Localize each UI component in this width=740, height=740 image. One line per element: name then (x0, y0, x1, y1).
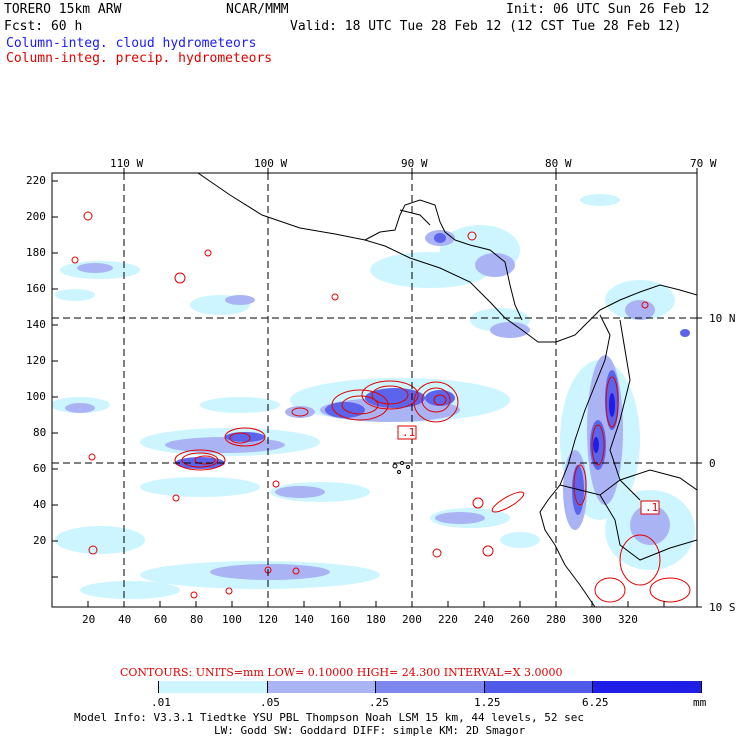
model-info-line-2: LW: Godd SW: Goddard DIFF: simple KM: 2D… (214, 724, 526, 737)
forecast-hour: Fcst: 60 h (4, 19, 83, 34)
colorbar-label-025: .25 (369, 696, 389, 709)
contour-info: CONTOURS: UNITS=mm LOW= 0.10000 HIGH= 24… (120, 666, 563, 679)
x-tick-100: 100 (222, 613, 242, 626)
x-tick-260: 260 (510, 613, 530, 626)
lon-label-80w: 80 W (545, 157, 572, 170)
colorbar-bin-4 (485, 681, 593, 693)
lat-label-10s: 10 S (709, 601, 736, 614)
lon-label-100w: 100 W (254, 157, 288, 170)
lat-label-0: 0 (709, 457, 716, 470)
y-tick-200: 200 (26, 210, 46, 223)
value-box-1 (397, 425, 417, 440)
lon-label-90w: 90 W (401, 157, 428, 170)
y-tick-140: 140 (26, 318, 46, 331)
colorbar-label-125: 1.25 (474, 696, 501, 709)
x-tick-40: 40 (118, 613, 132, 626)
x-tick-320: 320 (618, 613, 638, 626)
x-tick-180: 180 (366, 613, 386, 626)
y-tick-120: 120 (26, 354, 46, 367)
x-tick-60: 60 (154, 613, 168, 626)
x-tick-240: 240 (474, 613, 494, 626)
x-tick-220: 220 (438, 613, 458, 626)
lat-label-10n: 10 N (709, 312, 736, 325)
value-box-1-label: .1 (402, 426, 416, 439)
y-tick-100: 100 (26, 390, 46, 403)
precip-field-title: Column-integ. precip. hydrometeors (6, 51, 273, 66)
map-frame (51, 172, 698, 608)
cloud-shading (52, 194, 695, 599)
init-time: Init: 06 UTC Sun 26 Feb 12 (506, 2, 710, 17)
colorbar-label-001: .01 (151, 696, 171, 709)
colorbar-label-005: .05 (260, 696, 280, 709)
center-name: NCAR/MMM (226, 2, 289, 17)
coastlines (197, 173, 697, 607)
model-info-line-1: Model Info: V3.3.1 Tiedtke YSU PBL Thomp… (74, 711, 584, 724)
y-tick-180: 180 (26, 246, 46, 259)
lon-label-70w: 70 W (690, 157, 717, 170)
value-box-2 (640, 500, 660, 515)
y-tick-60: 60 (33, 462, 47, 475)
y-tick-20: 20 (33, 534, 47, 547)
y-tick-160: 160 (26, 282, 46, 295)
precip-contours (71, 211, 691, 603)
latlon-grid (52, 173, 697, 607)
colorbar-bin-0 (52, 681, 159, 693)
valid-time: Valid: 18 UTC Tue 28 Feb 12 (12 CST Tue … (290, 19, 682, 34)
y-tick-220: 220 (26, 174, 46, 187)
value-box-2-label: .1 (645, 501, 659, 514)
colorbar-label-625: 6.25 (582, 696, 609, 709)
model-name: TORERO 15km ARW (4, 2, 122, 17)
x-tick-80: 80 (190, 613, 204, 626)
axis-ticks (52, 180, 665, 607)
x-tick-160: 160 (330, 613, 350, 626)
x-tick-20: 20 (82, 613, 96, 626)
y-tick-80: 80 (33, 426, 47, 439)
y-tick-40: 40 (33, 498, 47, 511)
colorbar-unit: mm (693, 696, 707, 709)
colorbar-bin-1 (159, 681, 268, 693)
colorbar-bin-2 (268, 681, 376, 693)
x-tick-120: 120 (258, 613, 278, 626)
x-tick-140: 140 (294, 613, 314, 626)
colorbar-bin-5 (593, 681, 702, 693)
cloud-field-title: Column-integ. cloud hydrometeors (6, 36, 257, 51)
x-tick-300: 300 (582, 613, 602, 626)
lon-label-110w: 110 W (110, 157, 144, 170)
x-tick-280: 280 (546, 613, 566, 626)
x-tick-200: 200 (402, 613, 422, 626)
colorbar-bin-3 (376, 681, 485, 693)
